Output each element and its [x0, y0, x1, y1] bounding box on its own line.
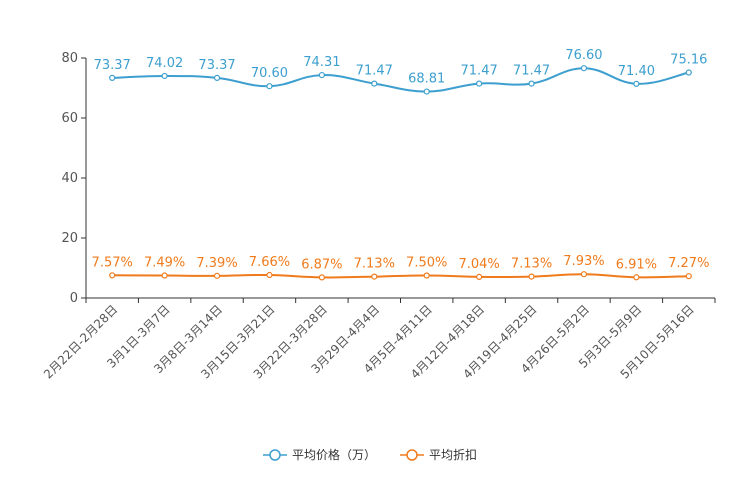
y-tick-label: 0: [70, 291, 78, 306]
data-point: [476, 273, 483, 280]
data-point: [476, 80, 483, 87]
data-label: 7.49%: [144, 256, 185, 271]
y-tick-label: 20: [61, 231, 78, 246]
data-point: [580, 271, 588, 278]
data-label: 7.39%: [196, 256, 237, 271]
series-1: 73.37 74.02 73.37 70.60 74.31 71.47 68.81 71.47…: [94, 48, 707, 95]
legend-label: 平均价格（万）: [292, 447, 376, 462]
data-point: [633, 80, 640, 87]
data-point: [580, 65, 588, 72]
data-label: 7.13%: [354, 257, 395, 272]
data-label: 76.60: [565, 48, 602, 63]
data-point: [266, 271, 273, 279]
data-point: [685, 69, 692, 76]
data-point: [161, 272, 168, 279]
data-label: 73.37: [198, 58, 235, 73]
series-2: 7.57% 7.49% 7.39% 7.66% 6.87% 7.13% 7.50% 7.04%…: [92, 254, 709, 281]
data-point: [633, 274, 640, 281]
data-point: [371, 273, 378, 280]
data-label: 74.02: [146, 56, 183, 71]
data-point: [423, 88, 430, 95]
data-point: [528, 273, 535, 280]
axes: 0204060802月22日-2月28日3月1日-3月7日3月8日-3月14日3…: [41, 51, 716, 382]
data-point: [213, 74, 221, 81]
data-label: 68.81: [408, 72, 445, 87]
x-tick-label: 2月22日-2月28日: [41, 302, 120, 381]
data-point: [213, 272, 221, 279]
series-line: [112, 67, 690, 93]
data-label: 71.47: [461, 64, 498, 79]
legend-label: 平均折扣: [429, 447, 477, 462]
series-line: [112, 273, 689, 279]
legend-item[interactable]: 平均价格（万）: [263, 447, 376, 462]
legend-marker: [406, 449, 418, 461]
data-point: [109, 272, 116, 279]
legend[interactable]: 平均价格（万） 平均折扣: [263, 447, 477, 462]
data-label: 7.27%: [668, 256, 709, 271]
data-label: 71.40: [618, 64, 655, 79]
data-label: 75.16: [670, 53, 707, 68]
data-point: [528, 80, 535, 87]
data-point: [109, 74, 116, 81]
data-label: 7.57%: [92, 255, 133, 270]
y-tick-label: 80: [61, 51, 78, 66]
data-label: 7.93%: [563, 254, 604, 269]
y-tick-label: 40: [61, 171, 78, 186]
data-label: 7.13%: [511, 257, 552, 272]
data-label: 7.50%: [406, 256, 447, 271]
series-layer: 73.37 74.02 73.37 70.60 74.31 71.47 68.81 71.47…: [92, 48, 709, 281]
y-tick-label: 60: [61, 111, 78, 126]
data-label: 74.31: [303, 55, 340, 70]
data-point: [318, 274, 325, 281]
data-label: 70.60: [251, 66, 288, 81]
data-point: [371, 80, 378, 87]
data-label: 6.91%: [616, 257, 657, 272]
data-point: [161, 72, 168, 80]
legend-marker: [269, 449, 281, 461]
data-point: [318, 71, 325, 79]
data-point: [685, 273, 692, 280]
data-label: 71.47: [513, 64, 550, 79]
data-label: 7.04%: [458, 257, 499, 272]
data-label: 6.87%: [301, 257, 342, 272]
data-point: [423, 272, 430, 279]
data-label: 73.37: [94, 58, 131, 73]
data-label: 71.47: [356, 64, 393, 79]
data-point: [266, 83, 273, 90]
data-label: 7.66%: [249, 255, 290, 270]
legend-item[interactable]: 平均折扣: [400, 447, 477, 462]
